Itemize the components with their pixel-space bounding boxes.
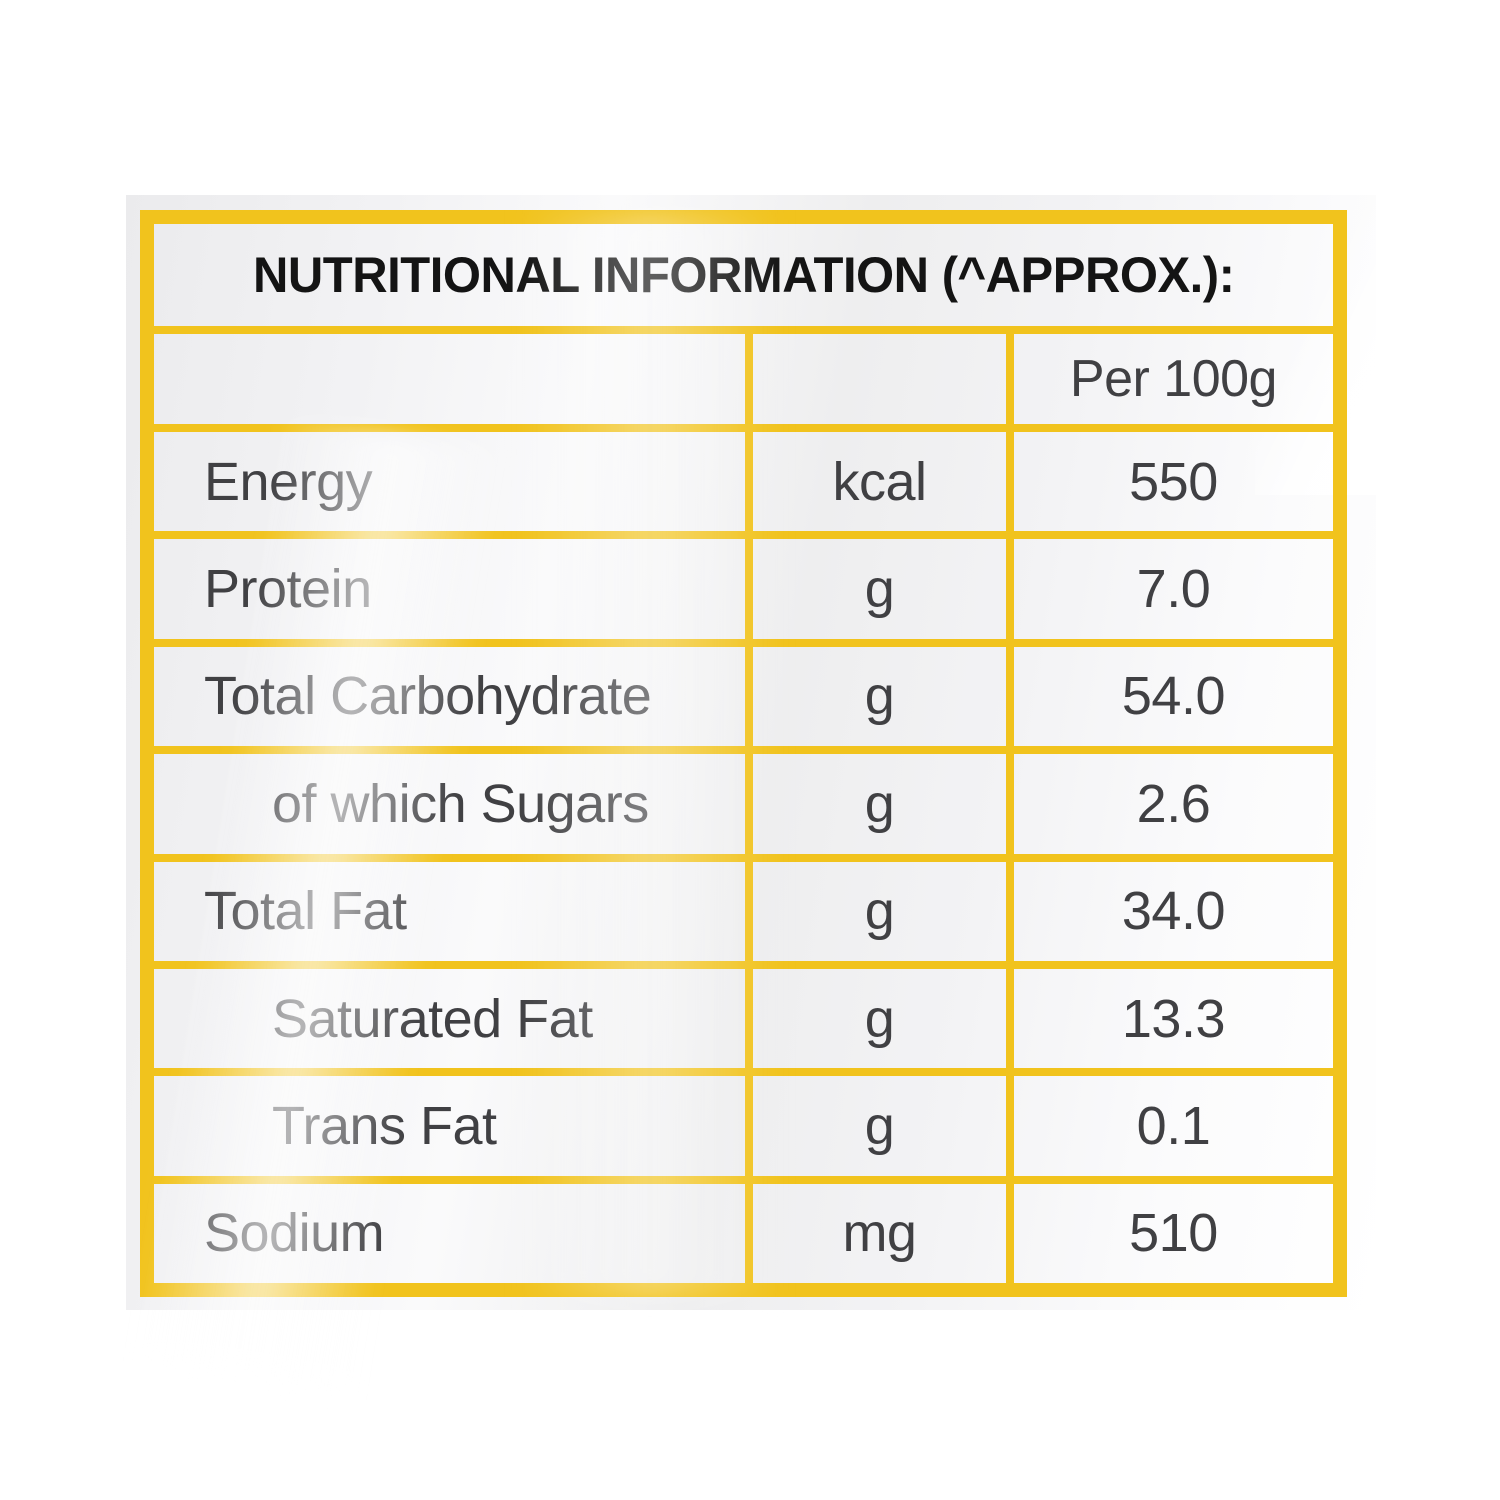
nutrient-label: Trans Fat [154,1076,754,1176]
package-corner-highlight [1255,195,1380,495]
row-energy: Energy kcal 550 [154,432,1333,540]
unit-label: g [753,1076,1014,1176]
header-nutrient-cell [154,334,754,424]
row-total-carbohydrate: Total Carbohydrate g 54.0 [154,646,1333,755]
nutrition-table-title-row: NUTRITIONAL INFORMATION (^APPROX.): [154,224,1333,334]
nutrient-label: of which Sugars [154,754,754,854]
nutrient-label: Sodium [154,1183,754,1283]
nutrient-label: Energy [154,432,754,532]
value-label: 550 [1129,451,1218,512]
unit-label: g [753,646,1014,747]
header-unit-cell [753,334,1014,424]
unit-label: g [753,861,1014,961]
value-label: 0.1 [1136,1095,1211,1156]
unit-label: g [753,754,1014,854]
nutrient-label: Saturated Fat [154,968,754,1069]
row-sodium: Sodium mg 510 [154,1183,1333,1283]
row-protein: Protein g 7.0 [154,539,1333,647]
value-label: 13.3 [1121,988,1226,1049]
nutrition-table: NUTRITIONAL INFORMATION (^APPROX.): Per … [140,210,1347,1297]
unit-label: kcal [753,432,1014,532]
unit-label: g [753,539,1014,639]
nutrient-label: Total Carbohydrate [154,646,754,747]
value-label: 54.0 [1121,666,1226,727]
row-total-fat: Total Fat g 34.0 [154,861,1333,969]
value-label: 7.0 [1136,559,1211,620]
nutrition-table-title: NUTRITIONAL INFORMATION (^APPROX.): [252,247,1235,303]
nutrient-label: Total Fat [154,861,754,961]
unit-label: g [753,968,1014,1069]
value-label: 2.6 [1136,773,1211,834]
row-of-which-sugars: of which Sugars g 2.6 [154,754,1333,862]
header-per-100g-cell: Per 100g [1069,350,1278,408]
header-row: Per 100g [154,334,1333,432]
value-label: 510 [1129,1203,1218,1264]
row-trans-fat: Trans Fat g 0.1 [154,1076,1333,1184]
value-label: 34.0 [1121,881,1226,942]
nutrient-label: Protein [154,539,754,639]
row-saturated-fat: Saturated Fat g 13.3 [154,968,1333,1077]
unit-label: mg [753,1183,1014,1283]
